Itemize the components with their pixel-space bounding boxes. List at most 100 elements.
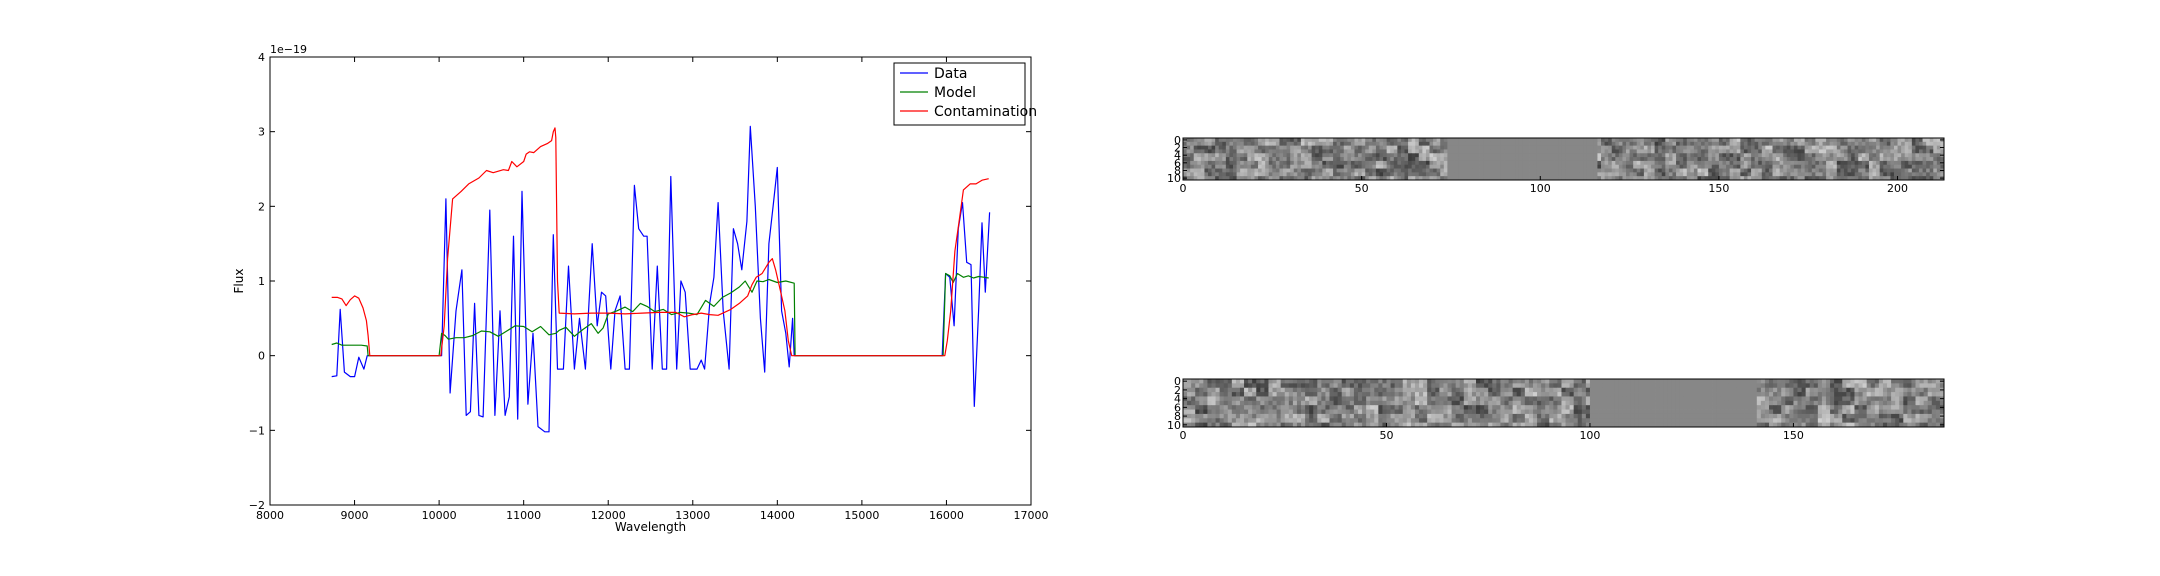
heatmap-cell (1801, 396, 1807, 402)
heatmap-cell (1661, 141, 1666, 147)
heatmap-cell (1518, 138, 1523, 143)
heatmap-cell (1558, 141, 1563, 147)
heatmap-cell (1754, 149, 1759, 154)
heatmap-cell (1569, 383, 1575, 389)
heatmap-cell (1247, 164, 1252, 169)
heatmap-cell (1586, 176, 1591, 181)
heatmap-cell (1825, 379, 1831, 384)
heatmap-cell (1813, 383, 1819, 389)
heatmap-cell (1272, 418, 1277, 424)
heatmap-cell (1825, 409, 1831, 415)
heatmap-cell (1655, 409, 1660, 415)
heatmap-cell (1379, 141, 1384, 147)
heatmap-cell (1561, 400, 1566, 406)
heatmap-cell (1511, 141, 1516, 147)
heatmap-cell (1676, 145, 1681, 150)
heatmap-cell (1781, 379, 1786, 384)
heatmap-cell (1554, 149, 1559, 154)
heatmap-cell (1354, 138, 1359, 143)
heatmap-cell (1300, 172, 1305, 177)
heatmap-cell (1343, 145, 1348, 150)
heatmap-cell (1402, 383, 1408, 389)
heatmap-cell (1533, 164, 1538, 169)
heatmap-cell (1658, 149, 1663, 154)
heatmap-cell (1329, 396, 1334, 402)
heatmap-cell (1922, 176, 1927, 181)
heatmap-cell (1288, 409, 1294, 415)
heatmap-cell (1415, 141, 1420, 147)
heatmap-cell (1211, 138, 1216, 143)
heatmap-cell (1679, 141, 1684, 147)
heatmap-cell (1340, 172, 1345, 177)
heatmap-cell (1406, 409, 1412, 415)
heatmap-cell (1195, 392, 1200, 397)
heatmap-cell (1817, 396, 1823, 402)
heatmap-cell (1276, 409, 1282, 415)
heatmap-cell (1191, 400, 1196, 406)
heatmap-cell (1665, 164, 1670, 169)
heatmap-cell (1493, 153, 1498, 158)
heatmap-cell (1305, 387, 1310, 393)
heatmap-cell (1715, 172, 1720, 177)
heatmap-cell (1333, 392, 1339, 397)
heatmap-cell (1573, 396, 1579, 402)
heatmap-cell (1842, 383, 1847, 389)
heatmap-cell (1866, 405, 1872, 410)
heatmap-cell (1911, 145, 1916, 150)
heatmap-cell (1447, 138, 1452, 143)
heatmap-cell (1594, 392, 1599, 397)
heatmap-cell (1268, 379, 1273, 384)
heatmap-cell (1858, 172, 1863, 177)
heatmap-cell (1561, 383, 1566, 389)
heatmap-cell (1317, 418, 1322, 424)
heatmap-cell (1532, 405, 1538, 410)
heatmap-cell (1640, 157, 1645, 162)
heatmap-cell (1276, 392, 1282, 397)
heatmap-cell (1525, 141, 1530, 147)
heatmap-cell (1486, 160, 1491, 166)
heatmap-cell (1540, 160, 1545, 166)
heatmap-cell (1615, 141, 1620, 147)
heatmap-cell (1500, 172, 1505, 177)
heatmap-cell (1290, 141, 1295, 147)
heatmap-cell (1590, 164, 1595, 169)
heatmap-cell (1862, 400, 1868, 406)
heatmap-cell (1483, 141, 1488, 147)
x-tick-label: 17000 (1014, 509, 1049, 522)
heatmap-cell (1720, 392, 1725, 397)
heatmap-cell (1479, 172, 1484, 177)
heatmap-cell (1458, 149, 1463, 154)
heatmap-cell (1195, 409, 1200, 415)
heatmap-cell (1504, 379, 1509, 384)
heatmap-cell (1833, 168, 1838, 173)
heatmap-cell (1447, 141, 1452, 147)
heatmap-cell (1458, 141, 1463, 147)
heatmap-cell (1398, 383, 1404, 389)
heatmap-cell (1901, 157, 1906, 162)
heatmap-cell (1227, 392, 1233, 397)
heatmap-cell (1907, 405, 1912, 410)
heatmap-cell (1329, 164, 1334, 169)
heatmap-cell (1333, 172, 1338, 177)
heatmap-cell (1429, 138, 1434, 143)
heatmap-cell (1504, 160, 1509, 166)
heatmap-cell (1390, 172, 1395, 177)
heatmap-cell (1496, 422, 1501, 428)
heatmap-cell (1808, 172, 1813, 177)
heatmap-cell (1390, 383, 1396, 389)
heatmap-cell (1793, 160, 1798, 166)
heatmap-cell (1183, 172, 1187, 177)
heatmap-cell (1651, 160, 1655, 166)
heatmap-cell (1454, 168, 1459, 173)
heatmap-cell (1362, 422, 1367, 428)
heatmap-cell (1922, 157, 1927, 162)
heatmap-cell (1558, 164, 1563, 169)
y-tick-label: −1 (249, 424, 265, 437)
heatmap-cell (1435, 422, 1440, 428)
heatmap-cell (1461, 176, 1466, 181)
heatmap-cell (1922, 138, 1927, 143)
heatmap-cell (1272, 422, 1277, 428)
heatmap-cell (1893, 176, 1898, 181)
heatmap-cell (1629, 145, 1634, 150)
